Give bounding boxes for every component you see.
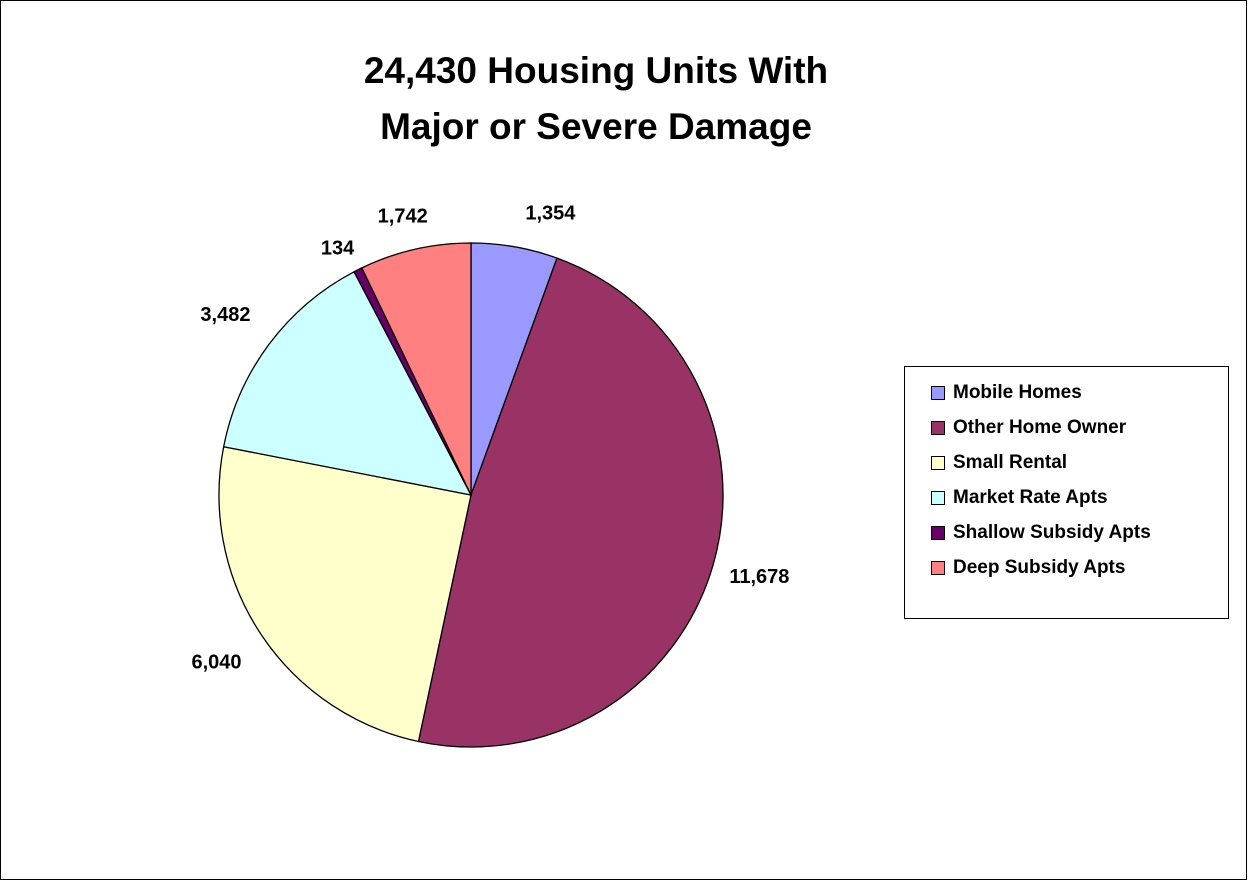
legend-item-market-rate-apts: Market Rate Apts: [931, 485, 1108, 511]
chart-title-line-2: Major or Severe Damage: [380, 106, 812, 147]
data-label-deep-subsidy-apts: 1,742: [378, 205, 428, 227]
data-label-small-rental: 6,040: [192, 651, 242, 673]
legend-item-other-home-owner: Other Home Owner: [931, 415, 1126, 441]
data-label-shallow-subsidy-apts: 134: [321, 238, 355, 260]
legend-item-mobile-homes: Mobile Homes: [931, 380, 1082, 406]
legend-label: Small Rental: [953, 452, 1068, 473]
legend: Mobile Homes Other Home Owner Small Rental…: [904, 366, 1229, 619]
legend-item-small-rental: Small Rental: [931, 450, 1067, 476]
legend-label: Mobile Homes: [953, 382, 1082, 403]
chart-title: 24,430 Housing Units With Major or Sever…: [201, 43, 991, 155]
pie-data-labels: 1,354 11,678 6,040 3,482 134 1,742: [192, 203, 790, 674]
legend-item-shallow-subsidy-apts: Shallow Subsidy Apts: [931, 520, 1151, 546]
legend-label: Deep Subsidy Apts: [953, 557, 1126, 578]
data-label-market-rate-apts: 3,482: [200, 304, 250, 326]
pie-slice-other-home-owner: [417, 257, 724, 748]
pie-slice-deep-subsidy-apts: [360, 242, 472, 496]
legend-label: Market Rate Apts: [953, 487, 1108, 508]
data-label-mobile-homes: 1,354: [525, 203, 576, 225]
legend-swatch: [931, 491, 945, 505]
legend-swatch: [931, 526, 945, 540]
legend-label: Shallow Subsidy Apts: [953, 522, 1151, 543]
legend-label: Other Home Owner: [953, 417, 1127, 438]
pie-slices: [218, 242, 724, 748]
legend-swatch: [931, 421, 945, 435]
legend-swatch: [931, 561, 945, 575]
pie-slice-market-rate-apts: [222, 270, 473, 496]
legend-item-deep-subsidy-apts: Deep Subsidy Apts: [931, 555, 1125, 581]
legend-swatch: [931, 386, 945, 400]
data-label-other-home-owner: 11,678: [729, 566, 789, 588]
chart-title-line-1: 24,430 Housing Units With: [363, 50, 829, 91]
legend-swatch: [931, 456, 945, 470]
pie-slice-small-rental: [218, 445, 472, 743]
